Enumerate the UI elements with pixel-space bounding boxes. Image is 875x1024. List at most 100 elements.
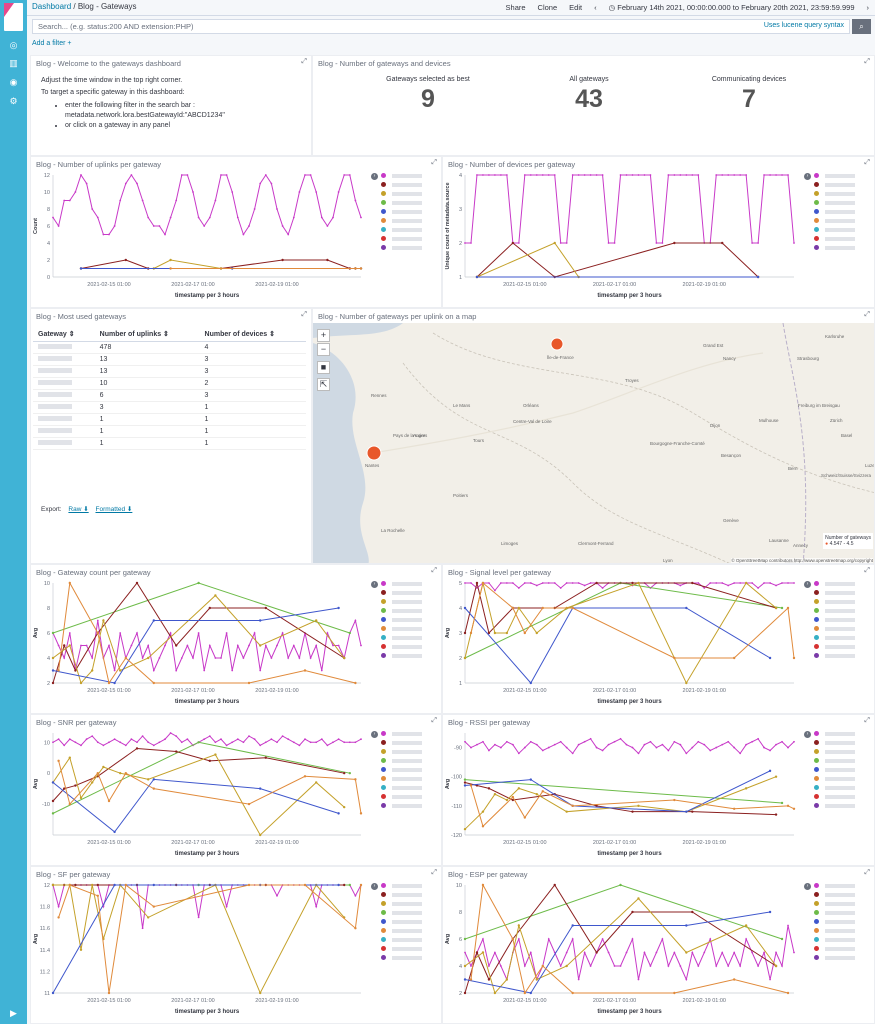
data-point[interactable] <box>96 894 100 897</box>
data-point[interactable] <box>281 258 284 262</box>
data-point[interactable] <box>287 738 290 741</box>
data-point[interactable] <box>463 781 467 784</box>
legend-item[interactable] <box>814 919 874 928</box>
data-point[interactable] <box>571 938 574 940</box>
data-point[interactable] <box>482 740 484 743</box>
data-point[interactable] <box>601 938 604 940</box>
data-point[interactable] <box>727 965 730 967</box>
data-point[interactable] <box>679 743 682 746</box>
devices-cell[interactable]: 3 <box>199 353 306 366</box>
data-point[interactable] <box>119 669 122 672</box>
data-point[interactable] <box>547 582 550 584</box>
data-point[interactable] <box>780 606 784 610</box>
data-point[interactable] <box>517 606 521 610</box>
data-point[interactable] <box>697 174 700 176</box>
data-point[interactable] <box>589 174 592 176</box>
data-point[interactable] <box>745 174 748 176</box>
data-point[interactable] <box>68 581 71 585</box>
data-point[interactable] <box>242 233 245 236</box>
data-point[interactable] <box>470 582 472 584</box>
data-point[interactable] <box>136 632 138 634</box>
data-point[interactable] <box>691 581 694 585</box>
data-point[interactable] <box>463 631 467 635</box>
legend-item[interactable] <box>381 776 441 785</box>
data-point[interactable] <box>51 681 55 685</box>
data-point[interactable] <box>68 632 71 634</box>
data-point[interactable] <box>141 657 144 659</box>
data-point[interactable] <box>601 587 604 589</box>
data-point[interactable] <box>276 644 278 647</box>
series-line[interactable] <box>58 884 362 994</box>
legend-item[interactable] <box>814 599 874 608</box>
data-point[interactable] <box>107 681 111 685</box>
data-point[interactable] <box>309 657 312 659</box>
data-point[interactable] <box>553 743 556 746</box>
data-point[interactable] <box>63 199 66 202</box>
data-point[interactable] <box>470 242 472 244</box>
data-point[interactable] <box>529 582 532 584</box>
data-point[interactable] <box>768 656 772 660</box>
data-point[interactable] <box>214 594 217 597</box>
series-line[interactable] <box>476 242 759 278</box>
legend-item[interactable] <box>381 892 441 901</box>
data-point[interactable] <box>553 883 556 887</box>
data-point[interactable] <box>619 174 622 176</box>
data-point[interactable] <box>732 656 736 660</box>
data-point[interactable] <box>685 810 688 813</box>
uplinks-cell[interactable]: 10 <box>94 377 200 390</box>
data-point[interactable] <box>792 807 796 810</box>
data-point[interactable] <box>775 951 777 954</box>
data-point[interactable] <box>571 752 574 755</box>
data-point[interactable] <box>732 978 736 981</box>
data-point[interactable] <box>107 799 111 803</box>
data-point[interactable] <box>793 582 795 584</box>
data-point[interactable] <box>469 631 473 635</box>
data-point[interactable] <box>259 619 262 622</box>
data-point[interactable] <box>102 744 105 747</box>
data-point[interactable] <box>643 743 646 746</box>
data-point[interactable] <box>607 242 610 244</box>
data-point[interactable] <box>619 883 622 887</box>
legend-toggle-icon[interactable]: › <box>804 883 811 890</box>
legend-toggle-icon[interactable]: › <box>804 731 811 738</box>
data-point[interactable] <box>619 737 622 740</box>
data-point[interactable] <box>541 964 544 968</box>
data-point[interactable] <box>197 741 200 744</box>
legend-item[interactable] <box>381 910 441 919</box>
legend-item[interactable] <box>381 626 441 635</box>
data-point[interactable] <box>220 738 222 741</box>
data-point[interactable] <box>476 743 478 746</box>
data-point[interactable] <box>727 174 730 176</box>
data-point[interactable] <box>715 582 718 584</box>
data-point[interactable] <box>655 242 658 244</box>
data-point[interactable] <box>315 191 318 193</box>
legend-item[interactable] <box>814 776 874 785</box>
data-point[interactable] <box>535 978 538 981</box>
uplinks-cell[interactable]: 1 <box>94 437 200 450</box>
data-point[interactable] <box>595 174 598 176</box>
data-point[interactable] <box>571 804 574 808</box>
data-point[interactable] <box>595 804 598 808</box>
series-line[interactable] <box>464 897 777 995</box>
expand-icon[interactable]: ⤢ <box>864 567 870 574</box>
data-point[interactable] <box>529 174 532 176</box>
data-point[interactable] <box>721 241 724 245</box>
data-point[interactable] <box>565 582 568 584</box>
data-point[interactable] <box>102 233 105 236</box>
data-point[interactable] <box>505 174 508 176</box>
data-point[interactable] <box>691 810 694 813</box>
data-point[interactable] <box>775 584 777 587</box>
data-point[interactable] <box>577 582 580 584</box>
data-point[interactable] <box>774 775 778 778</box>
data-point[interactable] <box>488 749 490 752</box>
series-line[interactable] <box>470 785 795 828</box>
data-point[interactable] <box>505 582 508 584</box>
breadcrumb-dashboard-link[interactable]: Dashboard <box>32 2 72 11</box>
data-point[interactable] <box>236 644 239 647</box>
data-point[interactable] <box>464 242 466 244</box>
data-point[interactable] <box>499 174 502 176</box>
data-point[interactable] <box>259 833 262 837</box>
data-point[interactable] <box>197 632 200 634</box>
data-point[interactable] <box>102 619 105 622</box>
data-point[interactable] <box>685 606 688 610</box>
